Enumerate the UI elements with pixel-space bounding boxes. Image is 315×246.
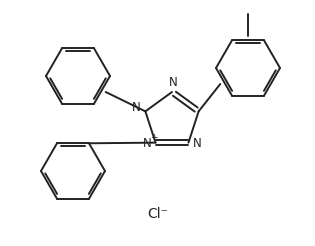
- Text: N: N: [132, 101, 141, 114]
- Text: N: N: [193, 137, 202, 150]
- Text: N: N: [169, 77, 177, 90]
- Text: Cl⁻: Cl⁻: [147, 207, 169, 221]
- Text: N: N: [143, 137, 152, 150]
- Text: +: +: [150, 133, 157, 142]
